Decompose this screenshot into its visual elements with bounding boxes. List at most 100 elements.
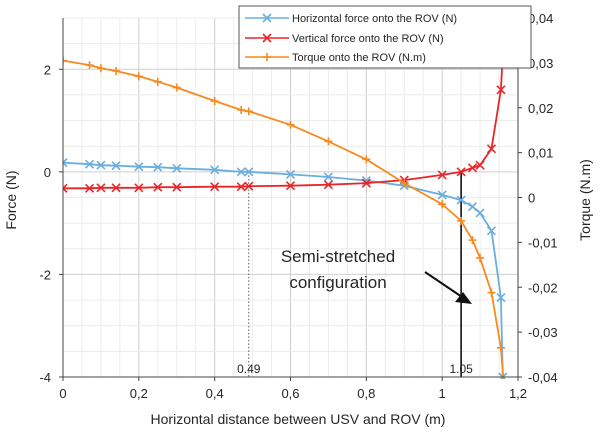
- series-0-point: [486, 226, 497, 236]
- series-2-point: [457, 216, 466, 225]
- y-tick-label: 2: [44, 62, 51, 77]
- series-0-point: [134, 162, 144, 172]
- legend-label-0: Horizontal force onto the ROV (N): [292, 13, 457, 25]
- series-2-point: [468, 236, 477, 245]
- legend-marker-1: [262, 33, 272, 43]
- x-tick-label: 1: [439, 386, 446, 401]
- x-tick-label: 0,6: [281, 386, 299, 401]
- series-0-point: [244, 167, 254, 177]
- series-2-point: [237, 105, 246, 114]
- series-0-point: [437, 190, 447, 200]
- y2-tick-label: 0,02: [528, 101, 553, 116]
- y2-tick-label: -0,02: [528, 280, 558, 295]
- series-0-point: [323, 172, 333, 182]
- y2-tick-label: 0,01: [528, 146, 553, 161]
- series-0-point: [63, 158, 68, 168]
- series-line-2: [63, 59, 505, 379]
- series-2: [63, 56, 505, 379]
- series-1-point: [456, 167, 466, 177]
- series-2-point: [85, 61, 94, 70]
- legend-marker-0: [262, 13, 272, 23]
- series-2-point: [487, 288, 496, 297]
- reference-label-105: 1.05: [449, 362, 473, 376]
- series-0-point: [456, 195, 466, 205]
- series-0-point: [236, 167, 246, 177]
- series-2-point: [324, 137, 333, 146]
- series-2-point: [244, 107, 253, 116]
- y2-tick-label: 0,03: [528, 56, 553, 71]
- series: [63, 16, 510, 379]
- series-0-point: [285, 169, 296, 179]
- annotation-line-1: Semi-stretched: [281, 247, 395, 266]
- series-2-point: [400, 179, 409, 188]
- series-1-point: [236, 182, 246, 192]
- y2-tick-label: -0,01: [528, 235, 558, 250]
- legend-label-1: Vertical force onto the ROV (N): [292, 33, 444, 45]
- series-1-point: [244, 181, 254, 191]
- series-2-point: [286, 120, 295, 129]
- series-2-point: [496, 343, 505, 352]
- y2-tick-label: 0: [528, 191, 535, 206]
- series-1-point: [96, 183, 106, 193]
- series-2-point: [134, 72, 143, 81]
- x-tick-label: 0,8: [357, 386, 375, 401]
- x-tick-label: 0,2: [130, 386, 148, 401]
- series-1-point: [172, 182, 182, 192]
- series-2-point: [362, 155, 371, 164]
- series-2-point: [63, 56, 67, 65]
- y2-tick-label: -0,04: [528, 370, 558, 385]
- y2-tick-label: 0,04: [528, 11, 553, 26]
- tick-labels: 0 0,2 0,4 0,6 0,8 1 1,2 -4 -2 0 2 -0,04 -0,03 -0,02 -0…: [39, 11, 557, 401]
- series-2-point: [172, 83, 181, 92]
- series-1-point: [437, 170, 447, 180]
- legend-label-2: Torque onto the ROV (N.m): [292, 52, 426, 64]
- series-1-point: [153, 182, 163, 192]
- series-1-point: [84, 183, 95, 193]
- series-0-point: [467, 202, 478, 212]
- annotation: Semi-stretched configuration: [281, 247, 472, 304]
- x-axis-title: Horizontal distance between USV and ROV …: [151, 411, 446, 427]
- series-0-point: [111, 161, 121, 171]
- series-1-point: [475, 160, 485, 170]
- y2-tick-label: -0,03: [528, 325, 558, 340]
- x-tick-label: 1,2: [509, 386, 527, 401]
- reference-lines: [248, 171, 462, 377]
- legend-marker-2: [263, 53, 271, 61]
- series-0-point: [496, 292, 506, 303]
- legend: Horizontal force onto the ROV (N) Vertic…: [238, 5, 532, 69]
- y-tick-label: -4: [39, 370, 51, 385]
- annotation-line-2: configuration: [289, 273, 386, 292]
- series-2-point: [476, 254, 485, 263]
- series-1-point: [134, 183, 144, 193]
- y-tick-label: -2: [39, 267, 51, 282]
- series-1-point: [210, 182, 220, 192]
- series-2-point: [153, 77, 162, 86]
- series-1-point: [111, 183, 121, 193]
- series-0-point: [172, 163, 182, 173]
- series-0-point: [475, 208, 485, 218]
- series-1-point: [467, 163, 478, 173]
- x-tick-label: 0: [59, 386, 66, 401]
- x-tick-label: 0,4: [206, 386, 224, 401]
- series-1-point: [323, 180, 333, 190]
- annotation-arrow-shaft: [424, 271, 463, 298]
- series-0-point: [96, 160, 106, 170]
- reference-label-049: 0.49: [237, 362, 261, 376]
- series-0-point: [84, 159, 95, 169]
- series-0: [63, 158, 508, 379]
- series-line-0: [63, 161, 504, 378]
- series-1-point: [361, 178, 371, 188]
- series-2-point: [438, 200, 447, 209]
- series-2-point: [112, 66, 121, 75]
- series-1-point: [496, 85, 506, 95]
- y-axis-title: Force (N): [3, 170, 19, 229]
- series-1-point: [486, 144, 497, 154]
- y2-axis-title: Torque (N.m): [577, 159, 593, 241]
- series-2-point: [96, 64, 105, 73]
- annotation-arrow-head: [455, 292, 472, 304]
- series-0-point: [153, 162, 163, 172]
- series-1-point: [285, 181, 296, 191]
- series-1-point: [63, 183, 68, 193]
- series-2-point: [210, 97, 219, 106]
